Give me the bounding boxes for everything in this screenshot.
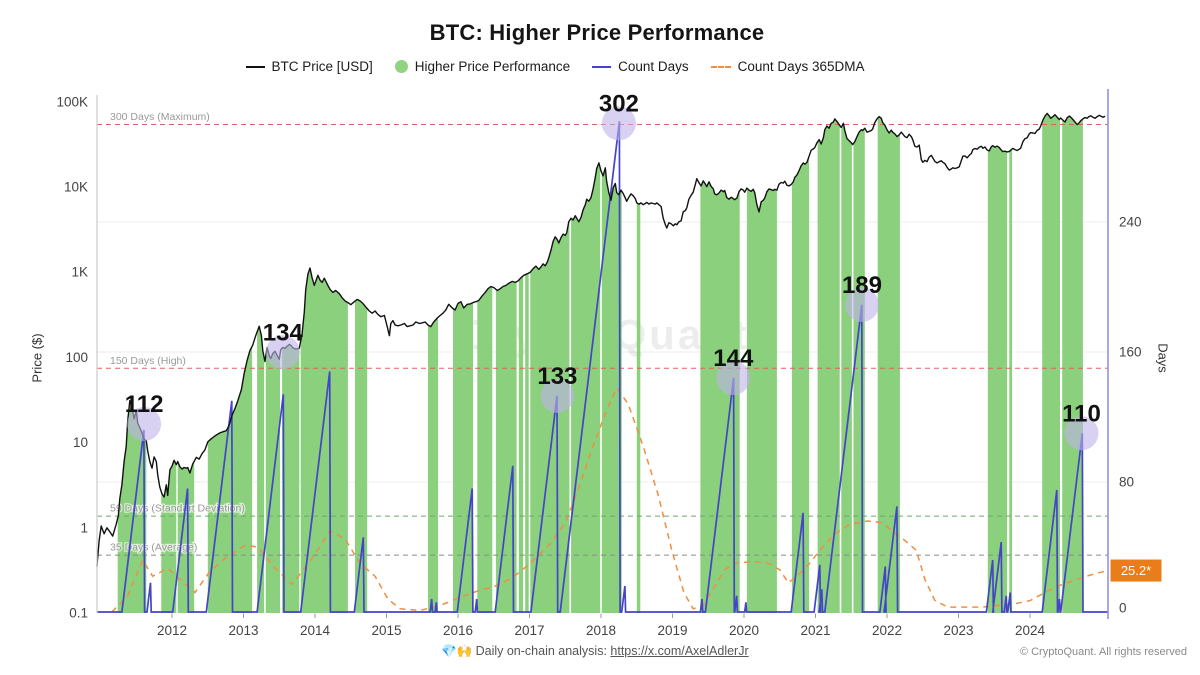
price-tick-label: 0.1 — [69, 606, 88, 621]
x-tick-label: 2015 — [371, 623, 401, 638]
y-axis-title-days: Days — [1155, 343, 1171, 373]
annotation-label: 302 — [599, 90, 639, 117]
annotation-label: 144 — [713, 345, 754, 372]
x-tick-label: 2018 — [586, 623, 616, 638]
performance-band — [987, 145, 1008, 613]
annotation-marker — [127, 407, 162, 441]
x-tick-label: 2013 — [228, 623, 258, 638]
performance-band — [746, 188, 777, 613]
performance-band — [453, 301, 473, 613]
legend-label: Count Days 365DMA — [737, 59, 865, 74]
performance-band — [282, 344, 300, 613]
performance-band — [495, 281, 517, 613]
performance-band — [700, 180, 740, 613]
x-tick-label: 2023 — [943, 623, 973, 638]
performance-band — [1009, 149, 1013, 613]
price-tick-label: 10 — [73, 435, 88, 450]
x-tick-label: 2021 — [800, 623, 830, 638]
annotation-label: 133 — [537, 363, 577, 390]
price-line-swatch-icon — [245, 65, 265, 68]
count-line-swatch-icon — [592, 65, 612, 68]
annotation-label: 189 — [842, 272, 882, 299]
author-link[interactable]: https://x.com/AxelAdlerJr — [610, 644, 749, 658]
performance-band — [1042, 113, 1060, 614]
performance-band — [791, 156, 810, 613]
page-title: BTC: Higher Price Performance — [429, 20, 765, 45]
performance-band — [636, 202, 641, 613]
annotation-marker — [844, 287, 879, 322]
annotation-marker — [601, 106, 636, 141]
legend-item-count-days-365dma: Count Days 365DMA — [710, 59, 865, 74]
price-tick-label: 1K — [71, 265, 88, 280]
current-value-badge — [1110, 559, 1162, 582]
price-tick-label: 100K — [56, 94, 88, 109]
x-tick-label: 2017 — [514, 623, 544, 638]
performance-band — [1062, 116, 1083, 613]
reference-line-label: 300 Days (Maximum) — [110, 111, 210, 123]
performance-band — [300, 268, 348, 613]
performance-band — [477, 286, 493, 613]
legend-item-higher-price-performance: Higher Price Performance — [394, 59, 571, 74]
legend-label: BTC Price [USD] — [271, 59, 373, 74]
dashed-line-swatch-icon — [710, 65, 731, 68]
days-tick-label: 240 — [1119, 215, 1142, 230]
performance-band — [355, 299, 368, 613]
x-tick-label: 2024 — [1015, 623, 1046, 638]
reference-line-label: 150 Days (High) — [110, 355, 186, 367]
footer-note: 💎🙌 Daily on-chain analysis: https://x.co… — [441, 644, 749, 659]
count-days-line — [97, 121, 1108, 613]
performance-band — [207, 346, 253, 613]
annotation-marker — [265, 335, 300, 370]
legend-item-count-days: Count Days — [592, 59, 689, 74]
count-days-365dma-line — [111, 386, 1106, 613]
reference-line-label: 35 Days (Average) — [110, 542, 197, 554]
current-value-badge-text: 25.2* — [1121, 563, 1151, 578]
x-tick-label: 2016 — [443, 623, 473, 638]
price-tick-label: 10K — [64, 180, 88, 195]
performance-band — [257, 326, 280, 613]
copyright-notice: © CryptoQuant. All rights reserved — [1019, 646, 1187, 658]
price-tick-label: 100 — [65, 350, 88, 365]
legend-item-btc-price: BTC Price [USD] — [245, 59, 373, 74]
annotation-marker — [1064, 416, 1099, 451]
x-tick-label: 2012 — [157, 623, 187, 638]
performance-band — [877, 116, 900, 613]
performance-band — [161, 460, 177, 613]
footer-text: 💎🙌 Daily on-chain analysis: — [441, 644, 611, 658]
days-tick-label: 160 — [1119, 345, 1142, 360]
price-tick-label: 1 — [80, 520, 88, 535]
days-tick-label: 80 — [1119, 475, 1134, 490]
x-tick-label: 2022 — [872, 623, 902, 638]
performance-band — [117, 400, 147, 613]
y-axis-title-price: Price ($) — [29, 333, 45, 383]
x-tick-label: 2014 — [300, 623, 331, 638]
x-tick-label: 2019 — [657, 623, 687, 638]
legend-label: Count Days — [618, 59, 689, 74]
legend-label: Higher Price Performance — [414, 59, 571, 74]
annotation-label: 134 — [263, 319, 304, 346]
days-tick-label: 0 — [1119, 601, 1127, 616]
annotation-marker — [716, 361, 751, 395]
x-tick-label: 2020 — [729, 623, 759, 638]
annotation-marker — [540, 378, 575, 413]
legend: BTC Price [USD] Higher Price Performance… — [0, 59, 1110, 74]
performance-band — [525, 162, 622, 613]
annotation-label: 110 — [1062, 400, 1101, 427]
reference-line-label: 59 Days (Standart Deviation) — [110, 503, 245, 515]
green-dot-swatch-icon — [394, 60, 408, 73]
annotation-label: 112 — [125, 391, 164, 418]
performance-band — [518, 275, 524, 613]
performance-band — [428, 317, 438, 613]
performance-band — [177, 461, 195, 613]
